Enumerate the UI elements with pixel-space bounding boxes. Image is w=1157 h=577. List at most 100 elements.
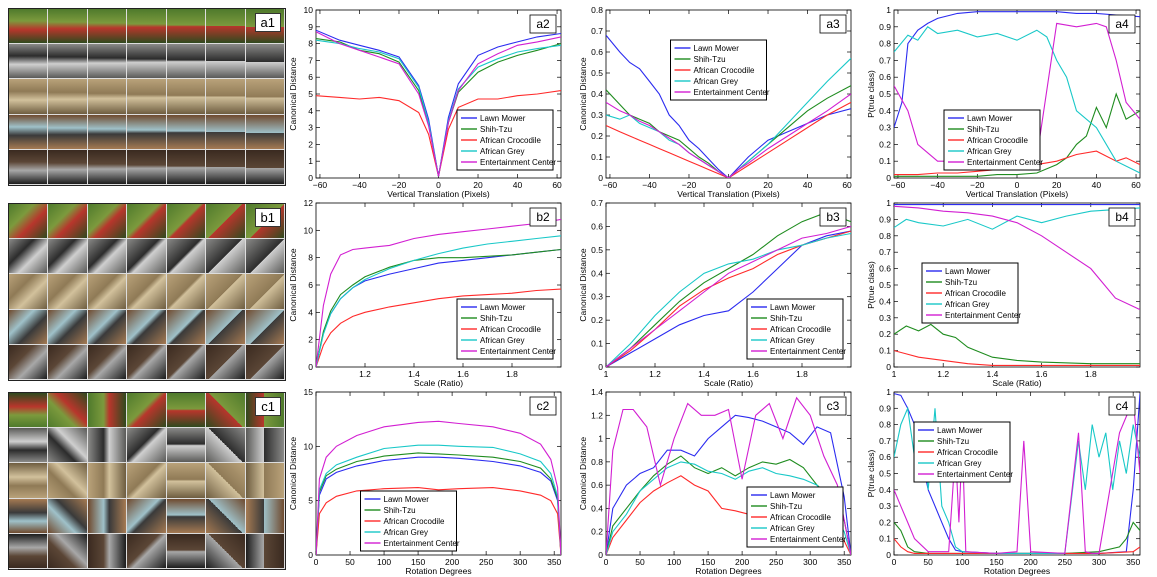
x-tick-label: −40 [352,180,367,190]
image-tile [48,428,87,463]
image-tile [166,9,206,44]
y-tick-label: 0.5 [879,89,891,99]
image-tile [87,114,127,149]
panel-label-a4: a4 [1115,17,1129,31]
series-line-african-grey [316,235,561,367]
panel-label-b3: b3 [826,210,840,224]
y-tick-label: 1 [886,198,891,208]
x-axis-label: Vertical Translation (Pixels) [387,189,490,199]
x-tick-label: 1.4 [986,369,998,379]
chart-c4: 0 0.1 0.2 0.3 0.4 0.5 0.6 0.7 0.8 0.9 1 0 50 100 150 20… [866,387,1141,576]
x-tick-label: 1.4 [698,369,710,379]
image-tile [48,9,87,44]
legend-entry: African Grey [480,336,524,345]
y-tick-label: 1 [308,156,313,166]
y-tick-label: 0 [598,173,603,183]
image-tile [166,79,206,114]
series-line-lawn-mower [894,11,1140,128]
x-tick-label: 0 [314,557,319,567]
image-tile [127,114,166,149]
image-tile [245,44,284,79]
series-line-entertainment-center [894,399,1140,554]
image-tile [245,533,284,568]
y-tick-label: 0.1 [591,152,603,162]
panel-label-c1: c1 [255,397,281,416]
legend: Lawn Mower Shih-Tzu African Crocodile Afric… [943,109,1043,171]
legend-entry: Entertainment Center [945,311,1021,320]
x-axis-label: Vertical Translation (Pixels) [966,189,1069,199]
x-tick-label: 40 [513,180,523,190]
legend-entry: African Crocodile [967,136,1028,145]
legend-entry: Lawn Mower [770,303,816,312]
y-tick-label: 0 [308,362,313,372]
x-tick-label: −20 [970,180,985,190]
x-tick-label: 1.8 [506,369,518,379]
image-tile [127,44,166,79]
series-line-african-crocodile [894,350,1140,366]
panel-label-box [1108,14,1136,34]
y-tick-label: 8 [308,39,313,49]
image-tile [166,498,206,533]
y-tick-label: 4 [308,106,313,116]
legend-entry: Entertainment Center [937,470,1013,479]
image-tile [245,149,284,184]
x-tick-label: 1.2 [649,369,661,379]
image-tile [87,498,127,533]
x-tick-label: 0 [1015,180,1020,190]
legend-entry: Shih-Tzu [480,125,512,134]
image-tile [166,344,206,379]
chart-b2: 0 2 4 6 8 10 12 1.2 1.4 1.6 1.8 Scale (Ratio) Canoni… [288,198,562,388]
y-tick-label: 0 [886,362,891,372]
y-tick-label: 1 [598,434,603,444]
image-tile [206,533,245,568]
y-tick-label: 10 [304,5,314,15]
y-tick-label: 0.3 [879,123,891,133]
x-tick-label: 50 [635,557,645,567]
y-tick-label: 9 [308,22,313,32]
image-tile [206,498,245,533]
y-tick-label: 0.8 [879,231,891,241]
chart-b4: 0 0.1 0.2 0.3 0.4 0.5 0.6 0.7 0.8 0.9 1 1 1.2 1.4 1.6 1… [866,198,1141,388]
y-tick-label: 0 [308,173,313,183]
legend-entry: Shih-Tzu [770,314,802,323]
x-tick-label: 1.2 [359,369,371,379]
panel-label-b2: b2 [536,210,550,224]
x-tick-label: 50 [345,557,355,567]
x-tick-label: 1 [604,369,609,379]
y-tick-label: 4 [308,307,313,317]
x-tick-label: 60 [552,180,562,190]
panel-label-box [1108,396,1136,416]
image-tile [166,114,206,149]
series-line-entertainment-center [894,205,1140,311]
image-tile [127,344,166,379]
legend-entry: Entertainment Center [480,158,556,167]
image-tile [206,463,245,498]
x-tick-label: 40 [803,180,813,190]
image-tile [127,533,166,568]
y-tick-label: 0.1 [879,346,891,356]
y-axis-label: Canonical Distance [288,248,298,322]
legend: Lawn Mower Shih-Tzu African Crocodile Afric… [670,39,770,101]
series-line-african-grey [606,461,851,555]
legend-entry: Lawn Mower [694,44,740,53]
x-tick-label: 60 [1131,180,1141,190]
legend-entry: Entertainment Center [694,88,770,97]
series-line-entertainment-center [606,225,851,367]
series-line-entertainment-center [606,396,851,555]
y-tick-label: 12 [304,198,314,208]
image-tile [127,393,166,428]
series-line-shih-tzu [316,452,561,555]
y-tick-label: 0.9 [879,403,891,413]
image-tile [245,309,284,344]
x-tick-label: 300 [803,557,817,567]
x-tick-label: 60 [842,180,852,190]
image-tile [48,463,87,498]
panel-label-b1: b1 [254,208,281,227]
legend-entry: Entertainment Center [967,158,1043,167]
image-tile [166,149,206,184]
image-tile [87,428,127,463]
x-tick-label: 1.8 [796,369,808,379]
image-tile [87,344,127,379]
image-tile [206,309,245,344]
